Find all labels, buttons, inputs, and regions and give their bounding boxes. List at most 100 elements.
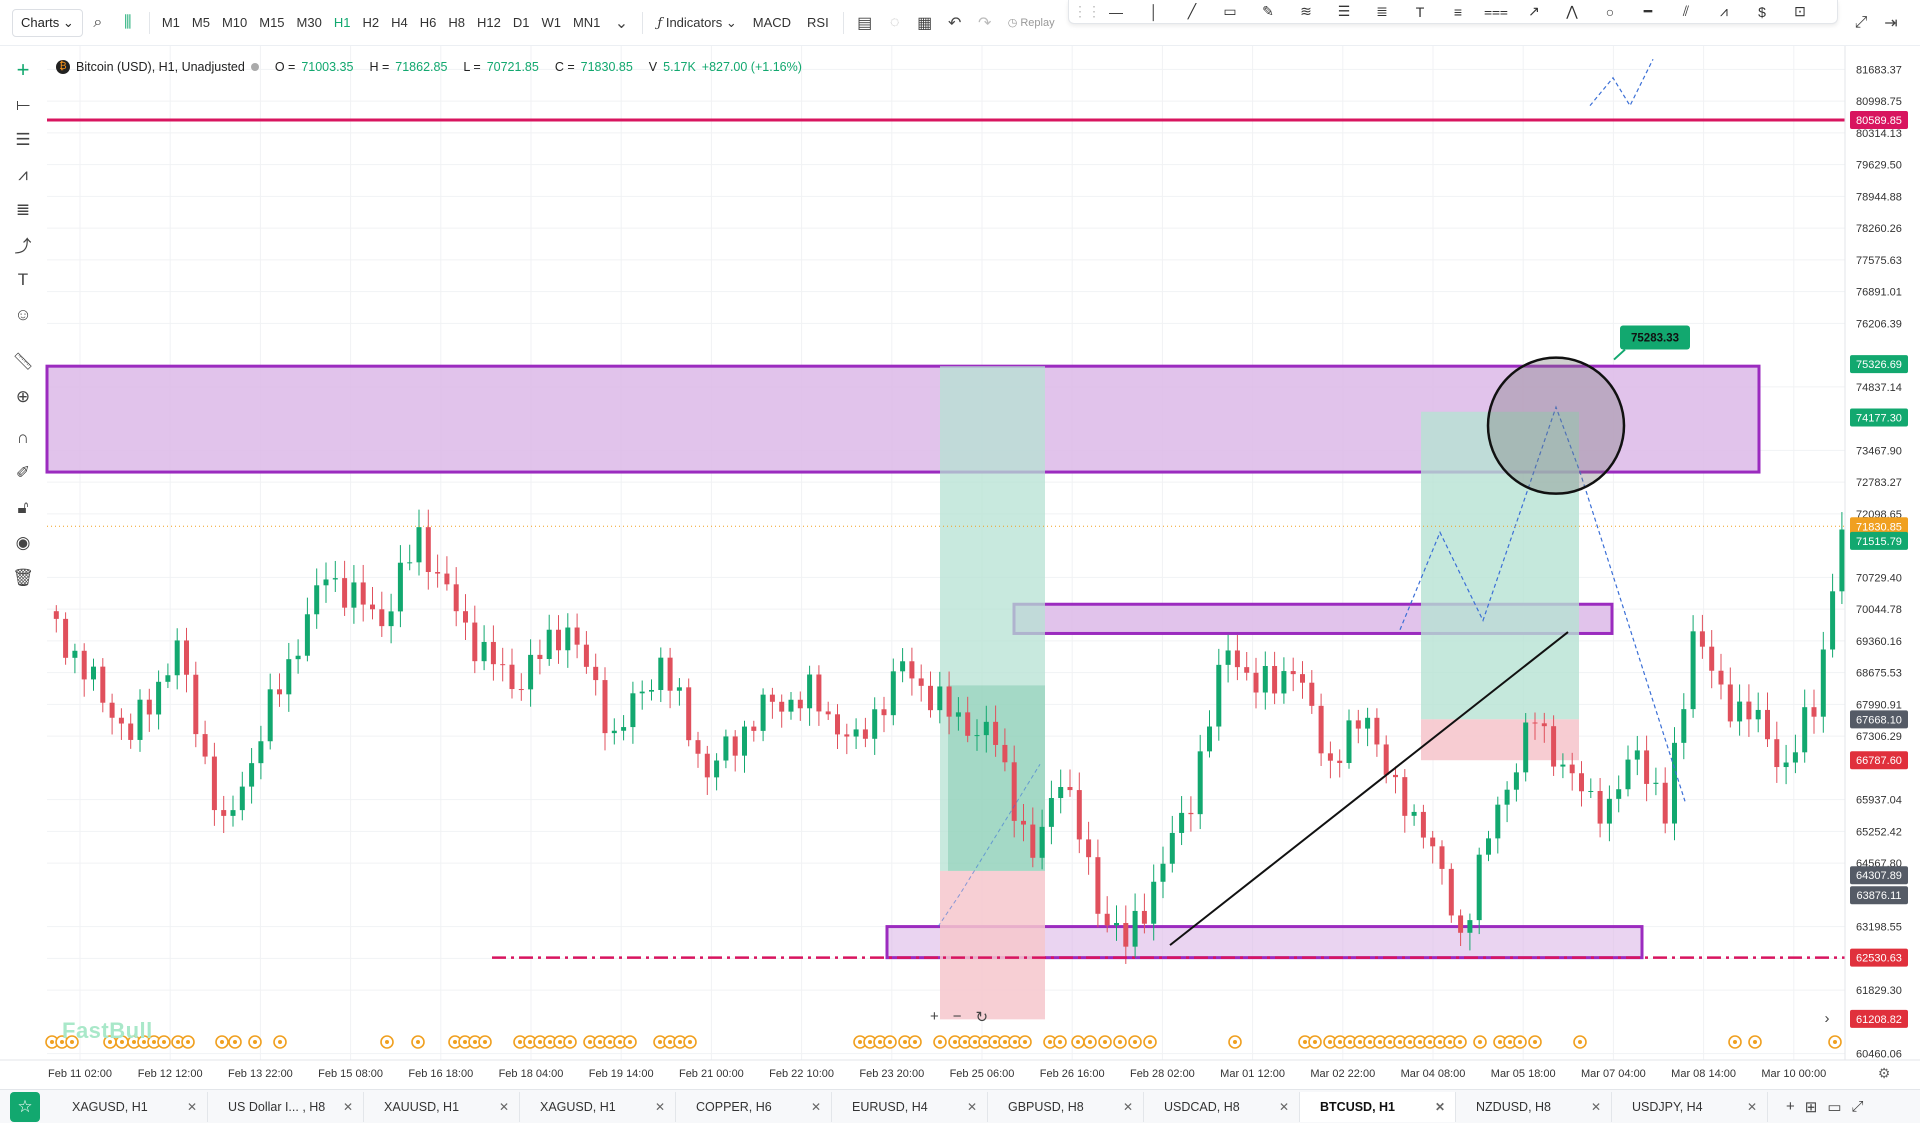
symbol-tab[interactable]: COPPER, H6 ✕ [676, 1091, 832, 1122]
reset-icon[interactable]: ↻ [975, 1009, 989, 1026]
timeframe-mn1[interactable]: MN1 [572, 14, 601, 30]
channel-icon[interactable]: ≋ [1300, 3, 1312, 19]
timeframe-m10[interactable]: M10 [221, 14, 248, 30]
replay-button[interactable]: ◷ Replay [1007, 16, 1055, 29]
close-tab-icon[interactable]: ✕ [1746, 1099, 1757, 1114]
rectangle-icon[interactable]: ▭ [1223, 3, 1237, 19]
timeframe-m1[interactable]: M1 [161, 14, 180, 30]
brush-icon[interactable]: ✎ [1262, 3, 1274, 19]
close-tab-icon[interactable]: ✕ [1434, 1099, 1445, 1114]
symbol-tab[interactable]: USDJPY, H4 ✕ [1612, 1091, 1768, 1122]
candle-body [1234, 650, 1240, 668]
ruler-icon[interactable]: 📏︎ [12, 351, 34, 371]
undo-icon[interactable]: ↶ [947, 14, 962, 32]
sticker-icon[interactable]: ☺ [14, 304, 32, 324]
layout-icon[interactable]: ⊞ [1804, 1098, 1818, 1116]
timeframe-more-icon[interactable]: ⌄ [614, 14, 629, 32]
macd-button[interactable]: MACD [752, 14, 792, 30]
template-icon[interactable]: ▤ [857, 14, 873, 32]
calendar-icon[interactable]: ▦ [917, 14, 933, 32]
timeframe-m5[interactable]: M5 [191, 14, 210, 30]
close-tab-icon[interactable]: ✕ [1122, 1099, 1133, 1114]
fib-retracement-icon[interactable]: ☰ [1337, 3, 1351, 19]
scroll-right-icon[interactable]: › [1824, 1010, 1830, 1027]
trend-line-icon[interactable]: ╱ [1187, 3, 1197, 19]
path-tool-icon[interactable]: ⤴ [14, 237, 32, 256]
arrow-icon[interactable]: ↗ [1528, 3, 1540, 19]
close-tab-icon[interactable]: ✕ [186, 1099, 197, 1114]
text-icon[interactable]: T [1415, 3, 1425, 20]
add-tab-icon[interactable]: + [1786, 1097, 1795, 1115]
symbol-tab[interactable]: XAGUSD, H1 ✕ [52, 1091, 208, 1122]
draw-mode-icon[interactable]: ✐ [15, 462, 31, 482]
ray-icon[interactable]: ━ [1643, 3, 1653, 19]
timeframe-m30[interactable]: M30 [296, 14, 322, 30]
symbol-tab[interactable]: US Dollar I... , H8 ✕ [208, 1091, 364, 1122]
timeframe-h6[interactable]: H6 [419, 14, 437, 30]
rsi-button[interactable]: RSI [807, 14, 829, 30]
double-line-icon[interactable]: ⫽ [1682, 3, 1690, 19]
candle-body [351, 582, 357, 608]
search-icon[interactable]: ⌕ [93, 13, 103, 31]
timeframe-h12[interactable]: H12 [476, 14, 501, 30]
close-tab-icon[interactable]: ✕ [966, 1099, 977, 1114]
zoom-in-icon[interactable]: + [930, 1008, 939, 1025]
symbol-tab[interactable]: NZDUSD, H8 ✕ [1456, 1091, 1612, 1122]
close-tab-icon[interactable]: ✕ [498, 1099, 509, 1114]
price-note-icon[interactable]: ⊡ [1794, 3, 1806, 19]
fib-extension-icon[interactable]: ≣ [1376, 3, 1388, 19]
candle-body [416, 527, 422, 563]
symbol-tab[interactable]: XAUUSD, H1 ✕ [364, 1091, 520, 1122]
zoom-in-icon[interactable]: ⊕ [15, 386, 31, 406]
fib-tool-icon[interactable]: ☰ [15, 129, 31, 149]
magnet-icon[interactable]: ∩ [16, 427, 30, 447]
symbol-tab[interactable]: GBPUSD, H8 ✕ [988, 1091, 1144, 1122]
expand-icon[interactable]: ⤢ [1851, 1097, 1864, 1115]
text-tool-icon[interactable]: T [17, 269, 29, 289]
close-tab-icon[interactable]: ✕ [1590, 1099, 1601, 1114]
symbol-tab[interactable]: USDCAD, H8 ✕ [1144, 1091, 1300, 1122]
symbol-tab[interactable]: BTCUSD, H1 ✕ [1300, 1091, 1456, 1122]
path-icon[interactable]: ⋀ [1566, 3, 1578, 19]
redo-icon[interactable]: ↷ [977, 14, 992, 32]
crosshair-icon[interactable]: + [16, 56, 30, 82]
line-tool-icon[interactable]: ⟝ [15, 94, 31, 114]
timeframe-d1[interactable]: D1 [512, 14, 530, 30]
close-tab-icon[interactable]: ✕ [654, 1099, 665, 1114]
zoom-out-icon[interactable]: − [952, 1008, 962, 1025]
timeframe-h8[interactable]: H8 [448, 14, 465, 30]
favorite-star-icon[interactable]: ☆ [10, 1091, 40, 1122]
horizontal-line-icon[interactable]: — [1109, 3, 1123, 20]
trash-icon[interactable]: 🗑︎ [12, 567, 34, 587]
timeframe-h1[interactable]: H1 [333, 14, 351, 30]
pattern-icon[interactable]: ⩘ [1720, 3, 1728, 19]
vertical-line-icon[interactable]: │ [1149, 3, 1159, 20]
timeframe-h2[interactable]: H2 [362, 14, 380, 30]
eye-icon[interactable]: ◉ [15, 532, 31, 552]
close-tab-icon[interactable]: ✕ [342, 1099, 353, 1114]
drag-handle-icon[interactable]: ⋮⋮ [1073, 3, 1101, 19]
close-tab-icon[interactable]: ✕ [1278, 1099, 1289, 1114]
window-icon[interactable]: ▭ [1827, 1098, 1842, 1116]
lock-icon[interactable]: 🔓︎ [17, 497, 29, 517]
pitchfork-icon[interactable]: ⩶ [1484, 3, 1508, 19]
timeframe-w1[interactable]: W1 [541, 14, 561, 30]
timeframe-h4[interactable]: H4 [391, 14, 408, 30]
price-chart[interactable]: 75283.33 81683.37 80998.75 80314.13 79629.5… [0, 46, 1920, 1089]
charts-dropdown[interactable]: Charts ⌄ [12, 8, 83, 37]
symbol-tab[interactable]: EURUSD, H4 ✕ [832, 1091, 988, 1122]
channel-tool-icon[interactable]: ≣ [15, 199, 31, 219]
symbol-title[interactable]: Bitcoin (USD), H1, Unadjusted [76, 60, 245, 74]
circle-icon[interactable]: ○ [1605, 3, 1615, 20]
symbol-tab[interactable]: XAGUSD, H1 ✕ [520, 1091, 676, 1122]
close-tab-icon[interactable]: ✕ [810, 1099, 821, 1114]
fullscreen-icon[interactable]: ⤢ [1854, 13, 1868, 31]
price-label-icon[interactable]: $ [1758, 3, 1766, 20]
parallel-icon[interactable]: ≡ [1453, 3, 1463, 20]
timeframe-m15[interactable]: M15 [259, 14, 285, 30]
indicators-button[interactable]: ƒ Indicators ⌄ [657, 14, 737, 31]
candlestick-type-icon[interactable]: ⫼ [124, 13, 132, 31]
panel-toggle-icon[interactable]: ⇥ [1884, 14, 1898, 32]
pattern-tool-icon[interactable]: ⩘ [18, 164, 28, 184]
alert-icon[interactable]: ◌ [889, 13, 900, 31]
